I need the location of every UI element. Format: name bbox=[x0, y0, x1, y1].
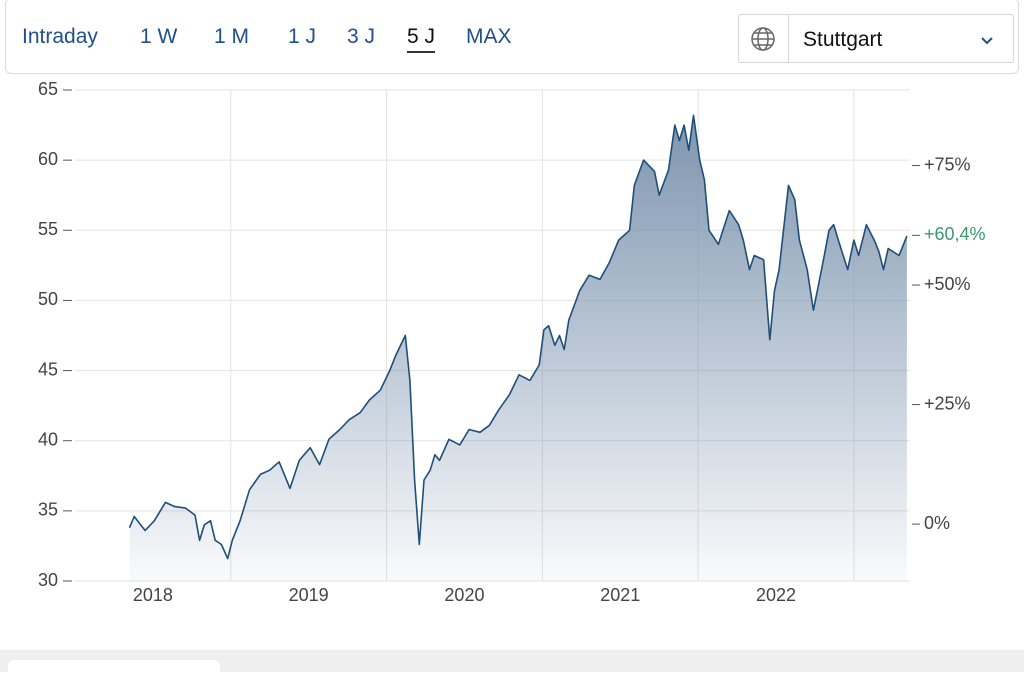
footer-tabs bbox=[0, 650, 1024, 674]
y-tick-label: 40 bbox=[38, 429, 58, 449]
y-tick-label: 30 bbox=[38, 570, 58, 590]
range-tab[interactable]: 3 J bbox=[347, 25, 376, 48]
y-tick-label: 60 bbox=[38, 149, 58, 169]
chevron bbox=[981, 37, 993, 45]
y2-tick-label: +25% bbox=[924, 393, 971, 413]
x-tick-label: 2020 bbox=[444, 585, 484, 605]
chart: 30 35 40 45 50 55 60 65 2018 2019 2020 2021 2022 0% +2… bbox=[38, 79, 986, 605]
y-tick-label: 35 bbox=[38, 500, 58, 520]
divider bbox=[788, 15, 789, 62]
x-tick-label: 2019 bbox=[289, 585, 329, 605]
y2-tick-label: +50% bbox=[924, 274, 971, 294]
range-tab[interactable]: 1 M bbox=[214, 25, 250, 48]
footer-tab bbox=[8, 660, 220, 674]
y-tick-label: 50 bbox=[38, 289, 58, 309]
globe-icon bbox=[751, 27, 775, 51]
area-fill bbox=[129, 115, 907, 582]
y2-tick-label: +75% bbox=[924, 154, 971, 174]
x-tick-label: 2022 bbox=[756, 585, 796, 605]
current-label: +60,4% bbox=[924, 224, 986, 244]
range-tab[interactable]: 1 W bbox=[140, 25, 178, 48]
exchange-select[interactable]: Stuttgart bbox=[738, 14, 1014, 63]
y-tick-label: 45 bbox=[38, 359, 58, 379]
range-tab[interactable]: MAX bbox=[466, 25, 512, 48]
x-tick-label: 2018 bbox=[133, 585, 173, 605]
range-tab[interactable]: 1 J bbox=[288, 25, 317, 48]
exchange-name: Stuttgart bbox=[803, 28, 883, 51]
range-tab[interactable]: Intraday bbox=[22, 25, 98, 48]
y2-tick-label: 0% bbox=[924, 513, 950, 533]
price-line bbox=[128, 114, 908, 560]
y-tick-label: 55 bbox=[38, 219, 58, 239]
y-tick-label: 65 bbox=[38, 79, 58, 99]
x-tick-label: 2021 bbox=[600, 585, 640, 605]
range-tab[interactable]: 5 J bbox=[407, 25, 436, 53]
